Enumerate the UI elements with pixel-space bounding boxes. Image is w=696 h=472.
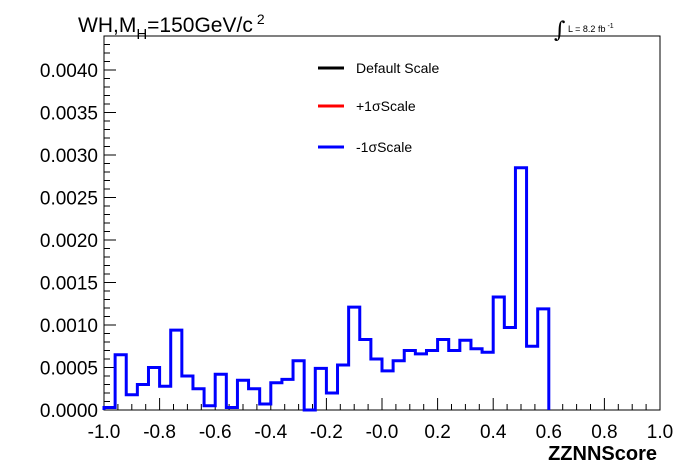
legend: Default Scale +1σScale -1σScale [318, 60, 439, 155]
x-tick-label: 0.6 [536, 422, 562, 443]
y-tick-label: 0.0040 [40, 61, 98, 82]
series-line [102, 166, 551, 412]
lumi-label: L = 8.2 fb -1 [568, 23, 614, 34]
legend-entry: -1σScale [356, 139, 412, 155]
x-axis: -1.0 -0.8 -0.6 -0.4 -0.2 -0.0 0.2 0.4 0.6 0.8 1.0 [88, 398, 673, 443]
y-tick-label: 0.0015 [40, 274, 98, 295]
y-tick-label: 0.0000 [40, 401, 98, 422]
y-tick-label: 0.0035 [40, 104, 98, 125]
title-rest: =150GeV/c [147, 14, 253, 37]
y-tick-label: 0.0030 [40, 146, 98, 167]
x-tick-label: 0.2 [424, 422, 450, 443]
x-tick-label: -0.2 [310, 422, 343, 443]
y-tick-label: 0.0010 [40, 316, 98, 337]
y-tick-label: 0.0020 [40, 231, 98, 252]
x-tick-label: -0.6 [199, 422, 232, 443]
plot-frame [103, 35, 661, 411]
legend-entry: +1σScale [356, 98, 416, 114]
chart-title: WH,MH=150GeV/c 2 [78, 11, 265, 43]
integral-sign: ∫ [554, 18, 566, 43]
legend-entry: Default Scale [356, 60, 439, 76]
x-axis-label: ZZNNScore [548, 443, 657, 465]
x-tick-label: -0.0 [366, 422, 399, 443]
x-tick-label: -1.0 [88, 422, 121, 443]
y-tick-label: 0.0025 [40, 189, 98, 210]
title-main: WH,M [78, 14, 136, 37]
x-tick-label: 0.8 [591, 422, 617, 443]
title-subscript: H [136, 26, 147, 43]
y-tick-label: 0.0005 [40, 359, 98, 380]
lumi-text: L = 8.2 fb [568, 24, 605, 34]
series-layer [102, 166, 551, 412]
x-tick-label: 0.4 [480, 422, 507, 443]
x-tick-label: 1.0 [647, 422, 673, 443]
x-tick-label: -0.4 [254, 422, 287, 443]
y-axis: 0.0000 0.0005 0.0010 0.0015 0.0020 0.0025 0.00… [40, 35, 116, 422]
lumi-superscript: -1 [607, 23, 613, 30]
title-superscript: 2 [257, 11, 265, 27]
x-tick-label: -0.8 [143, 422, 176, 443]
